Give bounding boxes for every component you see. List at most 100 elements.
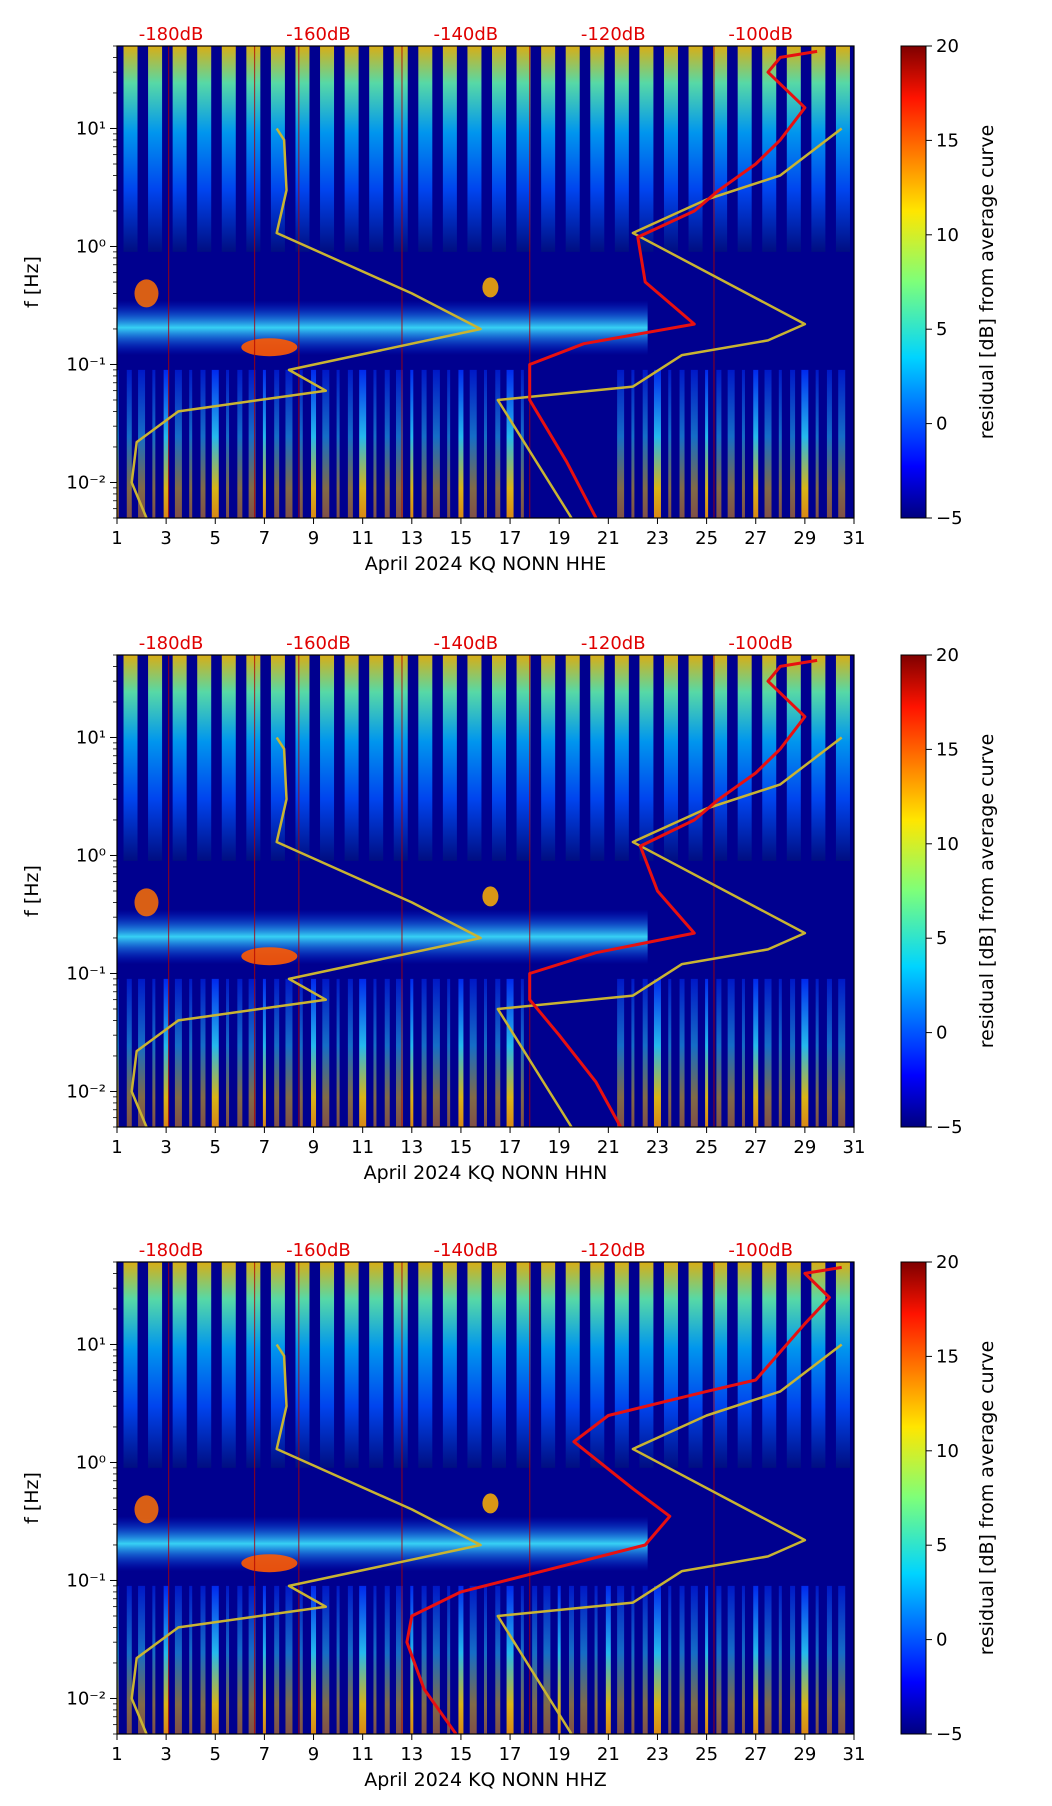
low-frequency-stripe	[126, 1585, 132, 1734]
daily-noise-stripe	[123, 46, 138, 252]
x-tick-label: 13	[400, 1744, 423, 1765]
low-frequency-stripe	[396, 369, 404, 518]
y-axis-label: f [Hz]	[21, 1472, 43, 1524]
low-frequency-stripe	[520, 978, 524, 1127]
daily-noise-stripe	[663, 46, 678, 252]
daily-noise-stripe	[418, 1262, 433, 1468]
colorbar	[900, 654, 927, 1128]
low-frequency-stripe	[557, 1585, 561, 1734]
db-tick-label: -120dB	[581, 633, 646, 654]
daily-noise-stripe	[221, 1262, 236, 1468]
daily-noise-stripe	[172, 655, 187, 861]
y-tick-label: 10¹	[76, 118, 106, 139]
x-tick-label: 19	[548, 1137, 571, 1158]
daily-noise-stripe	[172, 1262, 187, 1468]
daily-noise-stripe	[565, 1262, 580, 1468]
low-frequency-stripe	[617, 978, 625, 1127]
low-frequency-stripe	[311, 978, 317, 1127]
x-tick-label: 11	[351, 1137, 374, 1158]
daily-noise-stripe	[590, 1262, 605, 1468]
low-frequency-stripe	[741, 978, 745, 1127]
low-frequency-stripe	[200, 369, 206, 518]
low-frequency-stripe	[631, 1585, 635, 1734]
y-tick-label: 10⁻²	[66, 472, 106, 493]
low-frequency-stripe	[432, 978, 440, 1127]
daily-noise-stripe	[270, 655, 285, 861]
daily-noise-stripe	[811, 46, 826, 252]
low-frequency-stripe	[163, 1585, 169, 1734]
daily-noise-stripe	[614, 1262, 629, 1468]
low-frequency-stripe	[568, 1585, 574, 1734]
low-frequency-stripe	[617, 1585, 625, 1734]
low-frequency-stripe	[642, 369, 648, 518]
low-frequency-stripe	[174, 1585, 182, 1734]
daily-noise-stripe	[663, 655, 678, 861]
low-frequency-stripe	[117, 1585, 119, 1734]
low-frequency-stripe	[189, 369, 193, 518]
colorbar-label: residual [dB] from average curve	[976, 734, 998, 1049]
low-frequency-stripe	[347, 1585, 353, 1734]
low-frequency-stripe	[396, 1585, 404, 1734]
y-tick-label: 10⁰	[76, 845, 106, 866]
storm-peak	[134, 888, 159, 917]
daily-noise-stripe	[270, 1262, 285, 1468]
daily-noise-stripe	[541, 46, 556, 252]
colorbar-tick-label: 0	[936, 1630, 947, 1651]
daily-noise-stripe	[295, 46, 310, 252]
low-frequency-stripe	[668, 369, 672, 518]
daily-noise-stripe	[614, 46, 629, 252]
x-axis-label: April 2024 KQ NONN HHZ	[364, 1769, 607, 1791]
low-frequency-stripe	[764, 1585, 772, 1734]
y-tick-label: 10⁻¹	[66, 1570, 106, 1591]
storm-peak	[482, 277, 499, 298]
low-frequency-stripe	[764, 978, 772, 1127]
daily-noise-stripe	[393, 655, 408, 861]
low-frequency-stripe	[617, 369, 625, 518]
low-frequency-stripe	[421, 369, 427, 518]
low-frequency-stripe	[705, 1585, 709, 1734]
low-frequency-stripe	[152, 978, 156, 1127]
db-tick-label: -140dB	[434, 1240, 499, 1261]
daily-noise-stripe	[197, 655, 212, 861]
low-frequency-stripe	[410, 1585, 414, 1734]
low-frequency-stripe	[838, 1585, 846, 1734]
x-tick-label: 27	[744, 528, 767, 549]
low-frequency-stripe	[469, 369, 477, 518]
low-frequency-stripe	[790, 369, 796, 518]
x-tick-label: 23	[646, 528, 669, 549]
low-frequency-stripe	[359, 1585, 367, 1734]
low-frequency-stripe	[790, 1585, 796, 1734]
colorbar-tick-label: −5	[936, 1117, 963, 1138]
spectrogram	[117, 1262, 854, 1734]
db-tick-label: -100dB	[728, 24, 793, 45]
low-frequency-stripe	[226, 369, 230, 518]
low-frequency-stripe	[484, 369, 487, 518]
low-frequency-stripe	[299, 978, 303, 1127]
x-tick-label: 3	[160, 1137, 171, 1158]
x-tick-label: 15	[449, 528, 472, 549]
daily-noise-stripe	[197, 46, 212, 252]
low-frequency-stripe	[727, 369, 735, 518]
low-frequency-stripe	[668, 1585, 672, 1734]
colorbar-tick-label: 20	[936, 1252, 959, 1273]
low-frequency-stripe	[384, 978, 390, 1127]
colorbar-tick-label: 15	[936, 130, 959, 151]
colorbar	[900, 45, 927, 519]
daily-noise-stripe	[565, 46, 580, 252]
daily-noise-stripe	[197, 1262, 212, 1468]
low-frequency-stripe	[373, 1585, 377, 1734]
colorbar-tick-label: 15	[936, 739, 959, 760]
y-axis-label: f [Hz]	[21, 865, 43, 917]
x-tick-label: 11	[351, 528, 374, 549]
daily-noise-stripe	[835, 655, 850, 861]
daily-noise-stripe	[442, 655, 457, 861]
colorbar-tick-label: 20	[936, 645, 959, 666]
x-tick-label: 17	[499, 1137, 522, 1158]
colorbar-tick-label: 5	[936, 928, 947, 949]
daily-noise-stripe	[123, 655, 138, 861]
mean-psd-curve	[405, 1265, 842, 1734]
low-frequency-stripe	[690, 978, 698, 1127]
daily-noise-stripe	[344, 655, 359, 861]
